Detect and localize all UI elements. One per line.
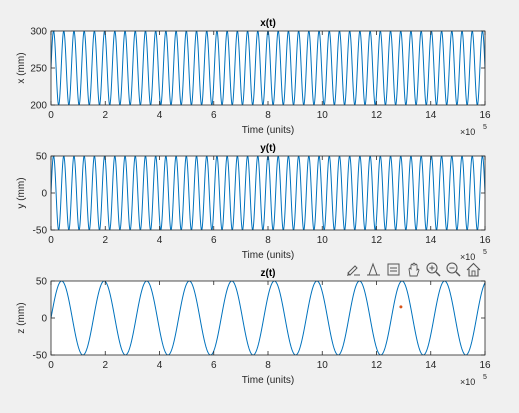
- x-axis-label: Time (units): [242, 375, 294, 386]
- brush-icon[interactable]: [345, 261, 363, 279]
- series-line: [51, 156, 485, 230]
- y-tick-label: 0: [41, 189, 47, 200]
- chart-title: x(t): [260, 18, 276, 29]
- x-tick-label: 14: [425, 360, 437, 371]
- x-tick-label: 2: [102, 110, 108, 121]
- x-tick-label: 6: [211, 360, 217, 371]
- chart-title: z(t): [261, 268, 276, 279]
- x-tick-label: 10: [317, 360, 329, 371]
- y-tick-label: 50: [36, 152, 48, 163]
- x-tick-label: 12: [371, 110, 383, 121]
- x-tick-label: 8: [265, 110, 271, 121]
- y-tick-label: 200: [30, 101, 47, 112]
- x-axis-label: Time (units): [242, 250, 294, 261]
- axes-toolbar: [345, 261, 483, 279]
- x-tick-label: 8: [265, 360, 271, 371]
- subplot-1: 0 2 4 6 8 10 12 14 16 200 250 300 x(t) Time (units) x …: [16, 18, 491, 137]
- y-axis-label: y (mm): [16, 177, 27, 208]
- series-line: [51, 31, 485, 105]
- x-tick-label: 8: [265, 235, 271, 246]
- x-tick-label: 12: [371, 235, 383, 246]
- series-line: [51, 281, 485, 355]
- x-tick-label: 16: [479, 360, 491, 371]
- x-tick-label: 4: [157, 110, 163, 121]
- x-tick-label: 0: [48, 360, 54, 371]
- y-tick-label: -50: [33, 351, 48, 362]
- x-tick-label: 2: [102, 235, 108, 246]
- plot-area[interactable]: [51, 281, 485, 355]
- x-tick-label: 6: [211, 235, 217, 246]
- y-tick-label: 300: [30, 27, 47, 38]
- x-exponent-label: ×10: [460, 377, 475, 387]
- y-axis-label: z (mm): [16, 302, 27, 333]
- x-tick-label: 2: [102, 360, 108, 371]
- x-tick-label: 6: [211, 110, 217, 121]
- data-tips-icon[interactable]: [365, 261, 383, 279]
- x-tick-label: 10: [317, 235, 329, 246]
- x-tick-label: 16: [479, 235, 491, 246]
- y-tick-label: 250: [30, 64, 47, 75]
- x-tick-label: 0: [48, 110, 54, 121]
- x-tick-label: 10: [317, 110, 329, 121]
- zoom-in-icon[interactable]: [425, 261, 443, 279]
- data-marker: [399, 305, 403, 309]
- chart-title: y(t): [260, 143, 276, 154]
- y-axis-label: x (mm): [16, 52, 27, 83]
- x-tick-label: 0: [48, 235, 54, 246]
- x-exponent-label: ×10: [460, 127, 475, 137]
- x-tick-label: 4: [157, 235, 163, 246]
- legend-icon[interactable]: [385, 261, 403, 279]
- x-tick-label: 16: [479, 110, 491, 121]
- x-exponent-power: 5: [483, 374, 487, 381]
- home-icon[interactable]: [465, 261, 483, 279]
- x-tick-label: 14: [425, 110, 437, 121]
- zoom-out-icon[interactable]: [445, 261, 463, 279]
- x-exponent-label: ×10: [460, 252, 475, 262]
- y-tick-label: -50: [33, 226, 48, 237]
- x-tick-label: 14: [425, 235, 437, 246]
- x-exponent-power: 5: [483, 124, 487, 131]
- x-tick-label: 4: [157, 360, 163, 371]
- x-exponent-power: 5: [483, 249, 487, 256]
- x-axis-label: Time (units): [242, 125, 294, 136]
- x-tick-label: 12: [371, 360, 383, 371]
- pan-icon[interactable]: [405, 261, 423, 279]
- y-tick-label: 50: [36, 277, 48, 288]
- y-tick-label: 0: [41, 314, 47, 325]
